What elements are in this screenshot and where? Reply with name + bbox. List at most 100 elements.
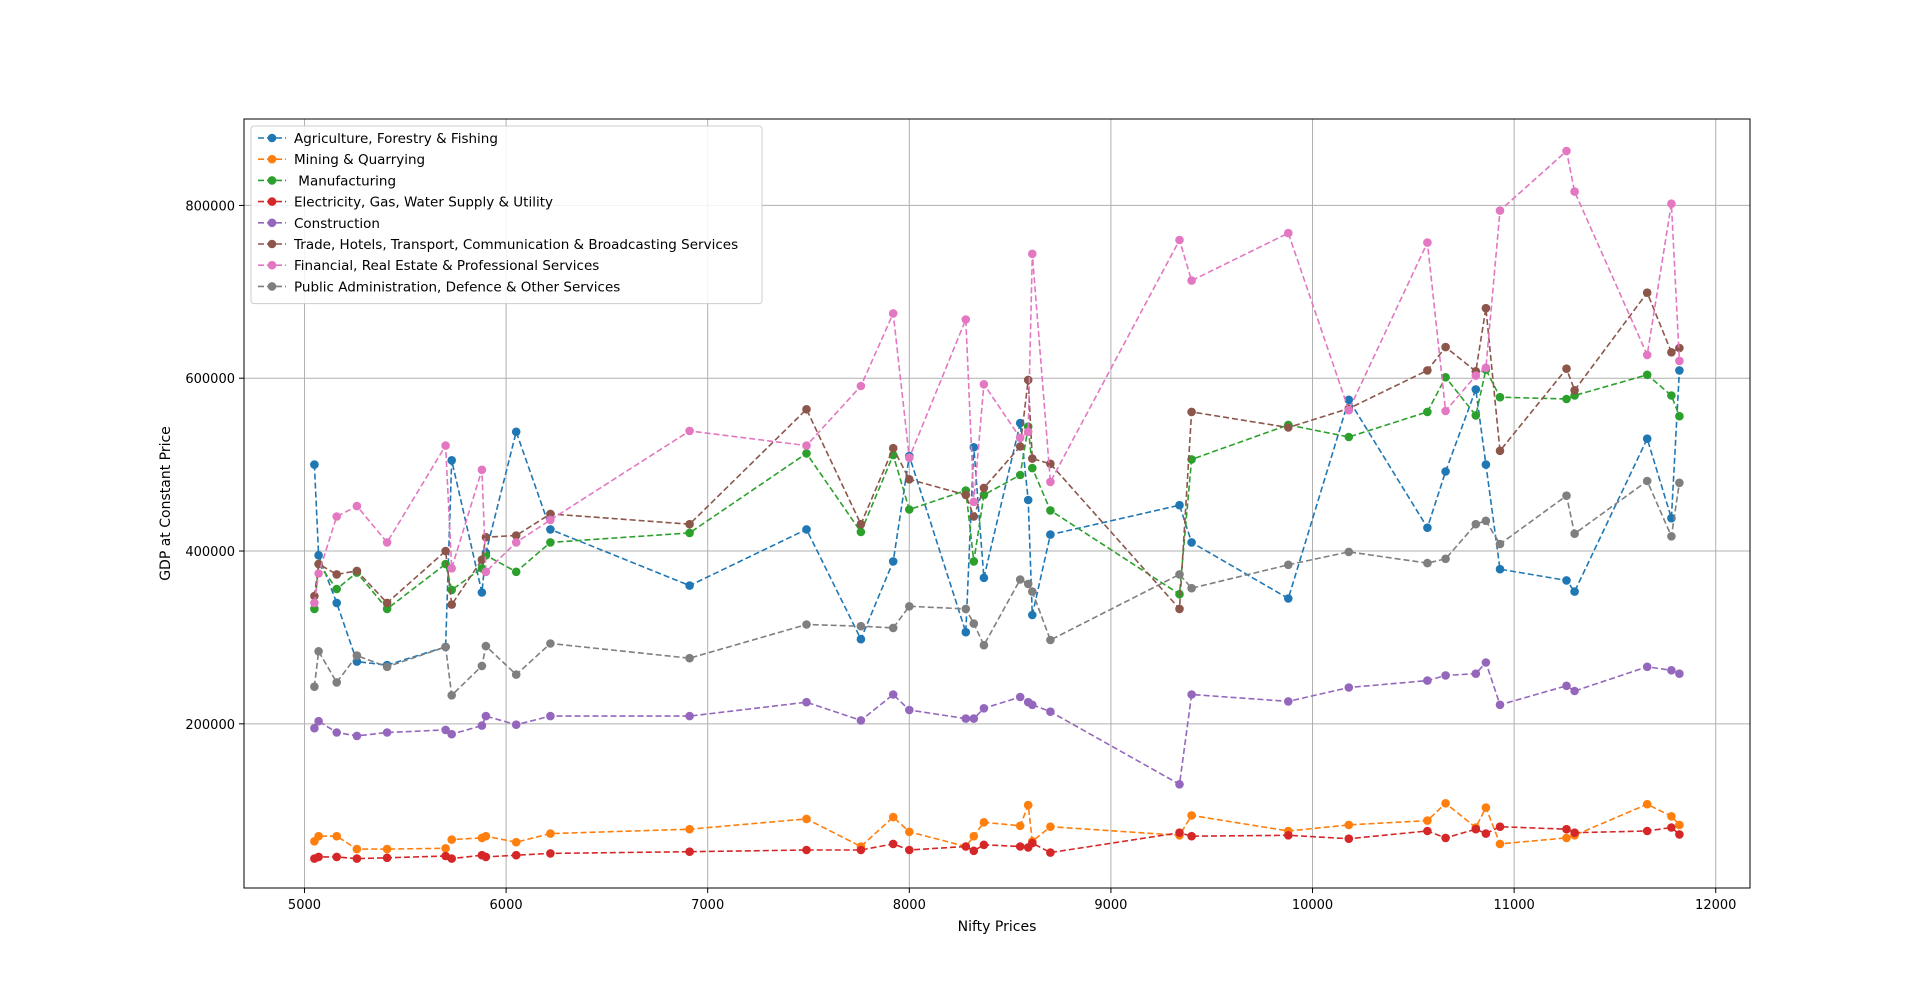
legend-entry: Construction [258, 216, 380, 232]
data-point [310, 682, 319, 691]
data-point [382, 598, 392, 608]
legend-marker [267, 218, 277, 228]
data-point [685, 653, 694, 663]
data-point [888, 623, 898, 633]
data-point [1028, 700, 1037, 710]
data-point [352, 566, 362, 576]
data-point [1015, 692, 1025, 702]
data-point [1344, 547, 1354, 557]
data-point [1481, 303, 1491, 313]
data-point [1441, 554, 1450, 564]
data-point [1046, 459, 1055, 469]
data-point [481, 711, 491, 721]
data-point [477, 555, 487, 564]
data-point [1495, 564, 1505, 574]
data-point [1570, 529, 1579, 538]
legend-label: Construction [294, 216, 380, 232]
data-point [1423, 676, 1432, 685]
data-point [1046, 530, 1055, 539]
data-point [1028, 610, 1037, 620]
data-point [1562, 491, 1571, 501]
legend-entry: Manufacturing [258, 173, 396, 189]
data-point [1667, 513, 1676, 523]
legend-label: Public Administration, Defence & Other S… [294, 279, 620, 295]
data-point [1471, 385, 1481, 394]
legend-marker [267, 239, 277, 249]
data-point [1471, 824, 1481, 834]
data-point [511, 567, 521, 577]
data-point [1015, 433, 1025, 443]
data-point [1284, 423, 1293, 432]
data-point [905, 827, 914, 837]
data-point [961, 315, 971, 324]
x-tick-label: 6000 [490, 898, 523, 913]
data-point [1187, 276, 1196, 285]
data-point [1175, 780, 1184, 789]
data-point [1441, 406, 1450, 416]
data-point [511, 427, 521, 437]
data-point [856, 845, 866, 855]
data-point [1570, 587, 1579, 596]
data-point [1423, 558, 1432, 568]
data-point [477, 465, 487, 475]
x-tick-label: 7000 [691, 898, 724, 913]
data-point [382, 844, 392, 854]
data-point [979, 483, 989, 493]
data-point [888, 443, 898, 453]
data-point [1642, 370, 1652, 380]
data-point [477, 588, 487, 597]
data-point [802, 697, 811, 707]
data-point [1028, 249, 1037, 259]
legend-label: Trade, Hotels, Transport, Communication … [293, 237, 738, 253]
data-point [441, 725, 450, 735]
data-point [969, 714, 979, 723]
data-point [905, 505, 914, 514]
data-point [332, 678, 342, 687]
data-point [905, 453, 914, 463]
x-tick-label: 10000 [1292, 898, 1333, 913]
data-point [447, 854, 457, 863]
data-point [1562, 824, 1571, 834]
data-point [1423, 826, 1432, 836]
series-group [310, 146, 1684, 863]
data-point [1344, 432, 1354, 442]
data-point [961, 627, 971, 637]
data-point [685, 847, 694, 856]
data-point [1642, 288, 1652, 298]
data-point [1675, 366, 1684, 375]
data-point [1046, 822, 1055, 831]
x-tick-label: 9000 [1094, 898, 1127, 913]
data-point [961, 604, 971, 614]
legend-marker [267, 154, 277, 164]
data-point [961, 714, 971, 723]
data-point [477, 721, 487, 730]
legend-entry: Mining & Quarrying [258, 152, 425, 168]
data-point [546, 515, 555, 525]
data-point [1441, 373, 1450, 382]
data-point [314, 551, 323, 560]
data-point [1495, 206, 1505, 215]
data-point [1423, 407, 1432, 417]
data-point [447, 564, 457, 573]
data-point [546, 509, 555, 519]
data-point [1023, 800, 1033, 810]
data-point [546, 538, 555, 547]
data-point [441, 546, 450, 556]
legend-entry: Public Administration, Defence & Other S… [258, 279, 620, 295]
data-point [310, 723, 319, 733]
legend-entry: Agriculture, Forestry & Fishing [258, 131, 498, 147]
data-point [802, 449, 811, 458]
legend-label: Manufacturing [294, 173, 396, 189]
data-point [546, 639, 555, 648]
data-point [802, 845, 811, 855]
data-point [1344, 834, 1354, 843]
data-point [979, 490, 989, 500]
data-point [1284, 831, 1293, 840]
data-point [969, 846, 979, 856]
data-point [332, 512, 342, 521]
data-point [979, 704, 989, 713]
data-point [1481, 803, 1491, 812]
data-point [481, 532, 491, 542]
data-point [856, 621, 866, 631]
data-point [1344, 820, 1354, 830]
